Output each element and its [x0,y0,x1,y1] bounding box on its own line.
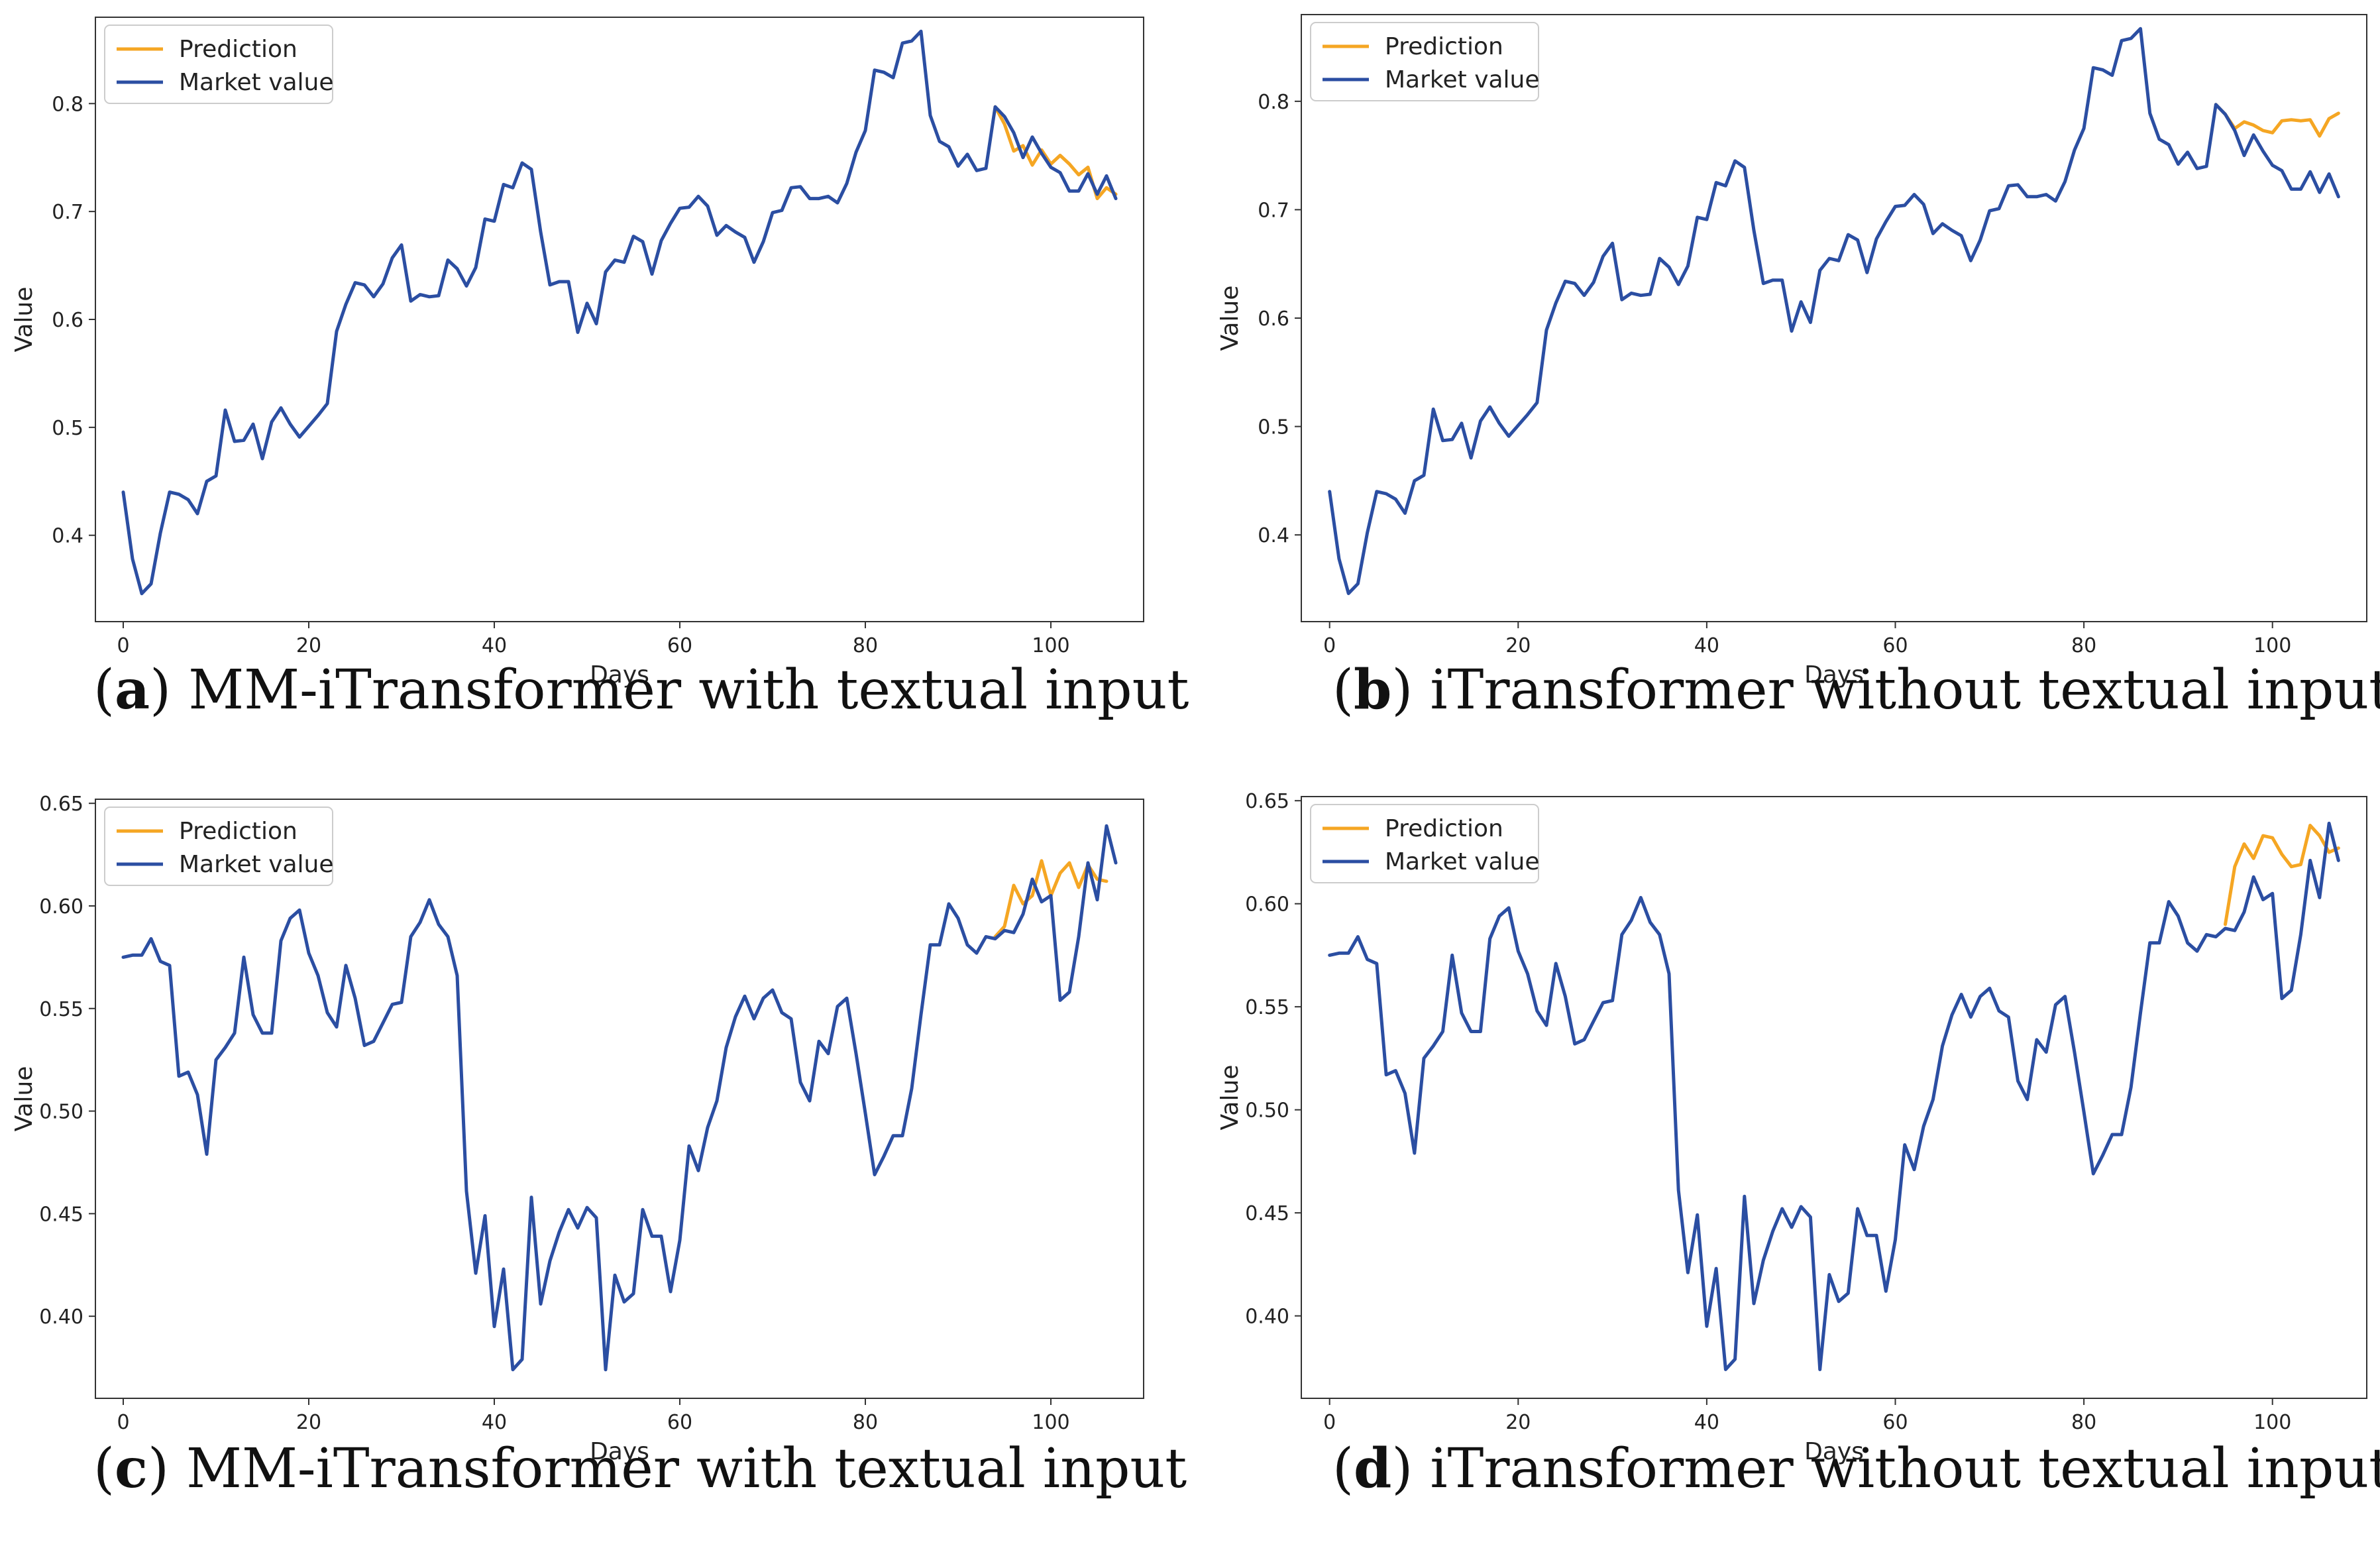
axes-frame [1301,796,2367,1399]
y-tick-label: 0.7 [52,201,83,224]
legend-market-value-label: Market value [1385,848,1540,875]
y-axis-label: Value [11,287,38,353]
prediction-series-line [2214,103,2340,138]
y-tick-label: 0.60 [1245,893,1289,917]
market-value-series-line [121,824,1118,1372]
y-tick-label: 0.40 [1245,1306,1289,1329]
y-tick-label: 0.65 [1245,790,1289,813]
legend-market-value-label: Market value [179,851,334,878]
y-tick-label: 0.65 [39,793,83,816]
y-axis-label: Value [1217,1065,1244,1131]
x-tick-label: 0 [1323,634,1336,657]
y-tick-label: 0.55 [39,998,83,1021]
chart-a: 0 20 40 60 80 100 0.4 0.5 0.6 0.7 0.8 Days Value Pred… [11,17,1144,689]
x-axis-label: Days [590,661,649,689]
y-tick-label: 0.60 [39,895,83,919]
x-tick-label: 40 [1694,634,1719,657]
x-tick-label: 20 [1505,634,1531,657]
legend-prediction-label: Prediction [1385,33,1503,60]
x-axis-label: Days [1804,661,1864,689]
x-tick-label: 20 [296,1411,321,1434]
y-tick-label: 0.40 [39,1306,83,1329]
legend-prediction-label: Prediction [179,818,298,845]
x-tick-label: 80 [853,634,878,657]
legend-prediction-label: Prediction [179,36,298,63]
x-tick-label: 0 [1323,1411,1336,1434]
legend-market-value-label: Market value [1385,66,1540,93]
y-tick-label: 0.50 [39,1101,83,1124]
y-tick-label: 0.8 [52,93,83,116]
x-tick-label: 60 [667,1411,692,1434]
x-axis-label: Days [1804,1438,1864,1465]
y-tick-label: 0.55 [1245,996,1289,1019]
y-tick-label: 0.5 [52,417,83,440]
caption-a: (a) MM-iTransformer with textual input [93,658,1189,722]
y-tick-label: 0.5 [1258,416,1289,439]
axes-frame [95,17,1144,622]
y-tick-label: 0.4 [52,525,83,548]
chart-b: 0 20 40 60 80 100 0.4 0.5 0.6 0.7 0.8 Days Value Pred… [1217,14,2367,689]
y-tick-label: 0.7 [1258,199,1289,222]
y-tick-label: 0.45 [39,1203,83,1226]
axes-frame [95,799,1144,1399]
x-tick-label: 60 [1882,634,1908,657]
x-tick-label: 80 [2071,1411,2096,1434]
chart-d: 0 20 40 60 80 100 0.40 0.45 0.50 0.55 0.60 0.65 Days… [1217,790,2367,1465]
y-axis-label: Value [11,1066,38,1132]
x-tick-label: 100 [1032,1411,1069,1434]
market-value-series-line [1328,27,2340,595]
y-tick-label: 0.4 [1258,524,1289,547]
x-tick-label: 0 [117,1411,129,1434]
x-tick-label: 40 [482,634,507,657]
caption-c: (c) MM-iTransformer with textual input [93,1437,1187,1500]
y-tick-label: 0.8 [1258,91,1289,114]
x-tick-label: 80 [2071,634,2096,657]
x-tick-label: 60 [1882,1411,1908,1434]
prediction-series-line [2224,824,2340,926]
y-tick-label: 0.45 [1245,1202,1289,1225]
x-tick-label: 100 [2253,634,2291,657]
x-axis-label: Days [590,1438,649,1465]
y-tick-label: 0.6 [1258,307,1289,331]
y-axis-label: Value [1217,286,1244,351]
prediction-series-line [993,105,1118,201]
x-tick-label: 40 [482,1411,507,1434]
axes-frame [1301,14,2367,622]
chart-c: 0 20 40 60 80 100 0.40 0.45 0.50 0.55 0.60 0.65 Days… [11,793,1144,1465]
y-tick-label: 0.50 [1245,1099,1289,1123]
x-tick-label: 100 [2253,1411,2291,1434]
x-tick-label: 60 [667,634,692,657]
legend-prediction-label: Prediction [1385,815,1503,842]
legend-market-value-label: Market value [179,69,334,96]
market-value-series-line [1328,821,2340,1371]
y-tick-label: 0.6 [52,309,83,332]
x-tick-label: 0 [117,634,129,657]
x-tick-label: 100 [1032,634,1069,657]
caption-b: (b) iTransformer without textual input [1332,658,2380,722]
x-tick-label: 20 [1505,1411,1531,1434]
x-tick-label: 80 [853,1411,878,1434]
x-tick-label: 20 [296,634,321,657]
caption-d: (d) iTransformer without textual input [1332,1437,2380,1500]
x-tick-label: 40 [1694,1411,1719,1434]
market-value-series-line [121,29,1118,596]
